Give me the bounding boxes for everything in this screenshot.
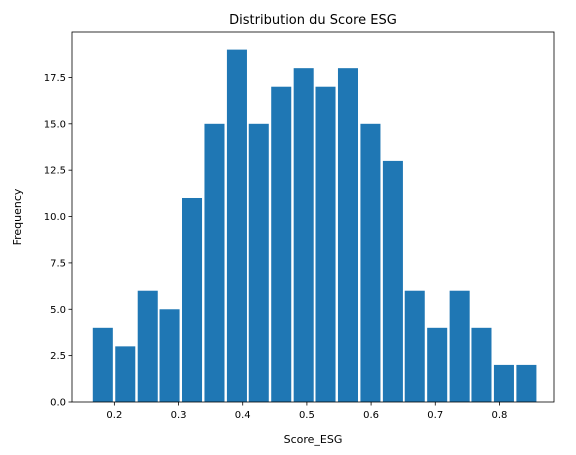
x-tick-label-5: 0.6 <box>363 410 379 421</box>
y-tick-label-1: 0.0 <box>50 398 66 409</box>
histogram-bar-12 <box>338 68 358 402</box>
x-tick-label-3: 0.4 <box>235 410 251 421</box>
histogram-bar-1 <box>93 328 113 402</box>
x-tick-label-1: 0.2 <box>106 410 122 421</box>
y-axis-label: Frequency <box>11 188 24 245</box>
x-tick-label-2: 0.3 <box>171 410 187 421</box>
y-tick-label-3: 5.0 <box>50 305 66 316</box>
histogram-bar-20 <box>516 365 536 402</box>
x-tick-label-4: 0.5 <box>299 410 315 421</box>
y-tick-label-8: 17.5 <box>44 73 66 84</box>
histogram-bar-18 <box>471 328 491 402</box>
histogram-bar-3 <box>138 291 158 402</box>
y-tick-label-2: 2.5 <box>50 351 66 362</box>
histogram-bar-9 <box>271 87 291 402</box>
chart-title: Distribution du Score ESG <box>229 13 397 28</box>
x-axis-label: Score_ESG <box>284 433 343 446</box>
histogram-bar-2 <box>115 346 135 402</box>
histogram-bar-7 <box>227 50 247 402</box>
x-tick-label-7: 0.8 <box>491 410 507 421</box>
histogram-bar-5 <box>182 198 202 402</box>
histogram-bar-17 <box>450 291 470 402</box>
histogram-bar-14 <box>383 161 403 402</box>
y-tick-label-4: 7.5 <box>50 258 66 269</box>
histogram-bar-15 <box>405 291 425 402</box>
histogram-bar-16 <box>427 328 447 402</box>
histogram-bar-13 <box>360 124 380 402</box>
histogram-bar-10 <box>294 68 314 402</box>
x-tick-label-6: 0.7 <box>427 410 443 421</box>
histogram-bar-6 <box>204 124 224 402</box>
histogram-bar-11 <box>315 87 335 402</box>
histogram-bar-8 <box>249 124 269 402</box>
histogram-bar-19 <box>494 365 514 402</box>
histogram-bar-4 <box>160 309 180 402</box>
y-tick-label-7: 15.0 <box>44 119 66 130</box>
y-tick-label-6: 12.5 <box>44 166 66 177</box>
y-tick-label-5: 10.0 <box>44 212 66 223</box>
